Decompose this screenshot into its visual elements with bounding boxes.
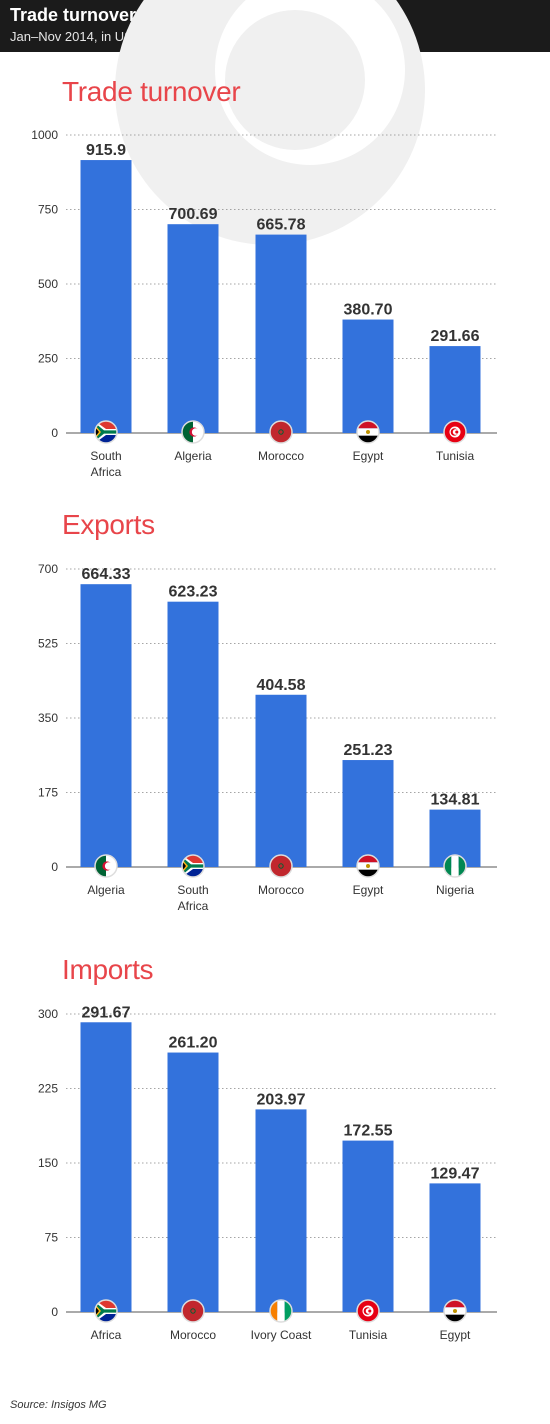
bar (429, 1183, 481, 1312)
bar (342, 319, 394, 433)
category-label: Algeria (87, 883, 125, 897)
y-tick-label: 250 (38, 352, 58, 366)
south-africa-flag-icon (181, 854, 205, 878)
bar-value-label: 291.67 (82, 1004, 131, 1021)
bar-value-label: 251.23 (344, 742, 393, 759)
header-subtitle: Jan–Nov 2014, in USD million (10, 29, 183, 44)
south-africa-flag-icon (94, 1299, 118, 1323)
category-label: South (90, 449, 121, 463)
south-africa-flag-icon (94, 420, 118, 444)
category-label: Egypt (440, 1328, 471, 1342)
category-label: Tunisia (349, 1328, 388, 1342)
y-tick-label: 0 (51, 426, 58, 440)
tunisia-flag-icon (356, 1299, 380, 1323)
bar (167, 1052, 219, 1312)
panel-exports: Exports 0 175 350 525 700 664.33 Algeria 623.23… (0, 505, 550, 925)
panel-trade-turnover: Trade turnover 0 250 500 750 1000 915.9 South A… (0, 70, 550, 490)
bar-value-label: 134.81 (431, 792, 480, 809)
egypt-flag-icon (356, 420, 380, 444)
panel-title: Exports (62, 509, 155, 540)
bar-value-label: 291.66 (431, 328, 480, 345)
bar (342, 760, 394, 867)
category-label: Egypt (353, 449, 384, 463)
y-tick-label: 75 (45, 1231, 59, 1245)
y-tick-label: 300 (38, 1007, 58, 1021)
y-tick-label: 500 (38, 277, 58, 291)
category-label: Nigeria (436, 883, 474, 897)
category-label: Africa (178, 899, 209, 913)
category-label: Morocco (258, 449, 304, 463)
y-tick-label: 0 (51, 860, 58, 874)
bar-value-label: 203.97 (257, 1091, 306, 1108)
ivory-coast-flag-icon (269, 1299, 293, 1323)
category-label: Morocco (258, 883, 304, 897)
algeria-flag-icon (181, 420, 205, 444)
tunisia-flag-icon (443, 420, 467, 444)
morocco-flag-icon (181, 1299, 205, 1323)
bar-value-label: 623.23 (169, 584, 218, 601)
bar (429, 346, 481, 433)
bar-value-label: 665.78 (257, 217, 306, 234)
algeria-flag-icon (94, 854, 118, 878)
bar (167, 224, 219, 433)
category-label: Tunisia (436, 449, 475, 463)
y-tick-label: 525 (38, 637, 58, 651)
panel-imports: Imports 0 75 150 225 300 291.67 Africa 261.20 Mo… (0, 950, 550, 1370)
bar-value-label: 172.55 (344, 1123, 393, 1140)
egypt-flag-icon (356, 854, 380, 878)
category-label: South (177, 883, 208, 897)
category-label: Africa (91, 1328, 122, 1342)
category-label: Africa (91, 465, 122, 479)
morocco-flag-icon (269, 854, 293, 878)
bar (342, 1140, 394, 1312)
category-label: Ivory Coast (251, 1328, 312, 1342)
header-title: Trade turnover (10, 5, 137, 25)
bar-value-label: 404.58 (257, 677, 306, 694)
bar (80, 160, 132, 433)
y-tick-label: 0 (51, 1305, 58, 1319)
bar (255, 694, 307, 867)
y-tick-label: 750 (38, 203, 58, 217)
chart-header: Trade turnover Jan–Nov 2014, in USD mill… (0, 0, 550, 52)
source-note: Source: Insigos MG (10, 1399, 107, 1411)
y-tick-label: 225 (38, 1082, 58, 1096)
category-label: Egypt (353, 883, 384, 897)
exports-chart: 0 175 350 525 700 664.33 Algeria 623.23 South Afr… (38, 562, 497, 913)
bar-value-label: 129.47 (431, 1165, 480, 1182)
imports-chart: 0 75 150 225 300 291.67 Africa 261.20 Morocco 203… (38, 1004, 497, 1342)
bar-value-label: 915.9 (86, 142, 126, 159)
trade-turnover-chart: 0 250 500 750 1000 915.9 South Africa 700.69 Alge… (31, 128, 497, 479)
morocco-flag-icon (269, 420, 293, 444)
nigeria-flag-icon (443, 854, 467, 878)
y-tick-label: 350 (38, 711, 58, 725)
y-tick-label: 700 (38, 562, 58, 576)
bar (167, 601, 219, 867)
bar (255, 1109, 307, 1312)
category-label: Morocco (170, 1328, 216, 1342)
bar (80, 1022, 132, 1312)
bar-value-label: 261.20 (169, 1035, 218, 1052)
egypt-flag-icon (443, 1299, 467, 1323)
y-tick-label: 150 (38, 1156, 58, 1170)
panel-title: Imports (62, 954, 154, 985)
category-label: Algeria (174, 449, 212, 463)
y-tick-label: 1000 (31, 128, 58, 142)
bar-value-label: 380.70 (344, 302, 393, 319)
y-tick-label: 175 (38, 786, 58, 800)
panel-title: Trade turnover (62, 76, 241, 107)
bar-value-label: 700.69 (169, 206, 218, 223)
bar (255, 234, 307, 433)
bar (80, 584, 132, 867)
bar-value-label: 664.33 (82, 566, 131, 583)
